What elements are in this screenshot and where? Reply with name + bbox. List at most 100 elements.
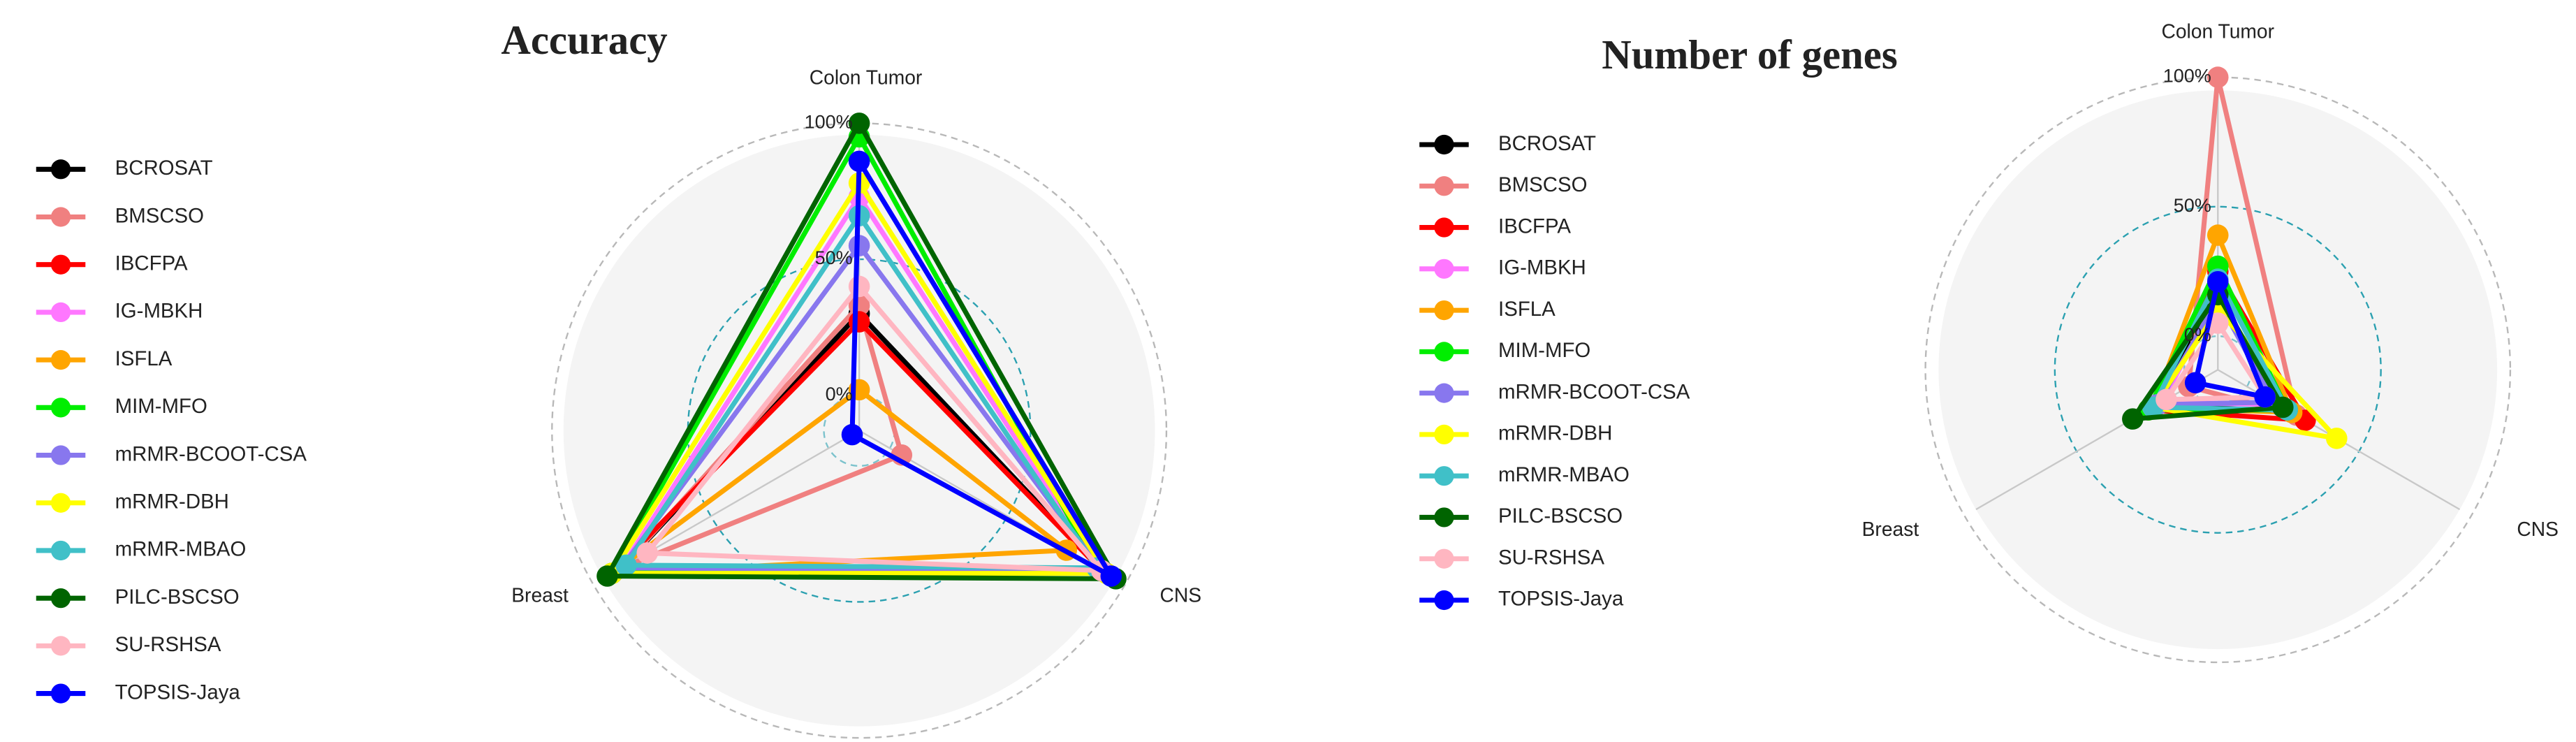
series-point — [615, 554, 637, 576]
legend-point — [50, 398, 71, 418]
legend-label: PILC-BSCSO — [1498, 504, 1623, 528]
legend-label: BMSCSO — [1498, 173, 1587, 196]
series-point — [2122, 408, 2144, 430]
legend-point — [50, 683, 71, 704]
legend-label: SU-RSHSA — [115, 633, 221, 656]
series-point — [2207, 66, 2229, 88]
category-label: CNS — [1160, 583, 1202, 606]
legend-label: ISFLA — [1498, 298, 1556, 321]
series: SU-RSHSA — [36, 275, 1113, 656]
legend-label: TOPSIS-Jaya — [115, 681, 241, 704]
legend-point — [1434, 342, 1454, 362]
category-label: Colon Tumor — [2161, 20, 2274, 43]
legend-point — [1434, 134, 1454, 155]
legend-point — [1434, 424, 1454, 445]
legend-label: IBCFPA — [115, 252, 188, 275]
category-label: Breast — [511, 583, 569, 606]
legend-point — [50, 445, 71, 465]
legend-point — [1434, 383, 1454, 403]
legend-point — [1434, 176, 1454, 196]
series-point — [597, 565, 618, 587]
r-tick-label: 100% — [805, 112, 853, 133]
r-tick-label: 50% — [2174, 195, 2211, 216]
legend-point — [50, 254, 71, 275]
series-line — [623, 213, 1100, 571]
axis-line — [1975, 369, 2218, 511]
series-point — [2207, 224, 2229, 246]
series-point — [2272, 396, 2294, 419]
legend-label: mRMR-DBH — [1498, 422, 1612, 445]
legend-label: BCROSAT — [115, 157, 213, 180]
series-point — [848, 112, 870, 134]
series: TOPSIS-Jaya — [36, 150, 1122, 704]
series-point — [2156, 388, 2177, 411]
legend-point — [1434, 590, 1454, 611]
legend-point — [50, 302, 71, 323]
legend-point — [50, 159, 71, 180]
legend-point — [50, 207, 71, 227]
chart-title: Accuracy — [501, 17, 667, 63]
series: mRMR-BCOOT-CSA — [36, 235, 1113, 582]
category-label: CNS — [2517, 518, 2559, 540]
legend-point — [1434, 300, 1454, 321]
series-point — [1100, 565, 1122, 587]
legend-label: BCROSAT — [1498, 132, 1596, 155]
series-line — [604, 120, 1119, 581]
series-line — [645, 284, 1104, 574]
legend-point — [50, 493, 71, 513]
legend-point — [1434, 548, 1454, 569]
series-line — [2193, 279, 2268, 400]
series-line — [2150, 307, 2339, 441]
legend-label: mRMR-DBH — [115, 490, 229, 514]
legend-label: mRMR-MBAO — [1498, 463, 1630, 486]
series-point — [2184, 372, 2207, 394]
legend-point — [50, 540, 71, 561]
legend-point — [50, 350, 71, 370]
legend-point — [1434, 466, 1454, 486]
legend-label: IG-MBKH — [1498, 256, 1586, 279]
series-point — [848, 311, 870, 333]
series: PILC-BSCSO — [36, 112, 1127, 609]
legend-label: IBCFPA — [1498, 214, 1571, 238]
legend-label: IG-MBKH — [115, 300, 203, 323]
legend-label: mRMR-BCOOT-CSA — [1498, 380, 1690, 403]
r-tick-label: 50% — [815, 247, 853, 268]
chart-title: Number of genes — [1602, 32, 1898, 78]
legend-label: TOPSIS-Jaya — [1498, 588, 1624, 611]
series-point — [848, 275, 870, 298]
series-line — [2130, 292, 2285, 422]
legend-point — [50, 636, 71, 656]
legend-point — [1434, 259, 1454, 279]
legend-label: mRMR-BCOOT-CSA — [115, 442, 307, 465]
series-point — [2326, 428, 2348, 449]
grid-circle — [1924, 76, 2512, 664]
legend-point — [1434, 217, 1454, 238]
legend-label: mRMR-MBAO — [115, 538, 247, 561]
series-line — [609, 180, 1109, 576]
category-label: Breast — [1862, 518, 1919, 540]
category-label: Colon Tumor — [810, 66, 923, 88]
series-point — [848, 150, 870, 173]
r-tick-label: 0% — [826, 384, 853, 405]
series-line — [619, 243, 1104, 574]
series-line — [849, 159, 1114, 579]
series-point — [636, 542, 659, 564]
series-point — [2254, 386, 2276, 408]
grid-circle — [551, 122, 1168, 739]
legend-label: BMSCSO — [115, 204, 204, 227]
grid-circle — [2054, 205, 2382, 534]
series-point — [841, 423, 863, 446]
r-tick-label: 0% — [2184, 324, 2211, 345]
series-point — [2207, 270, 2229, 293]
legend-label: MIM-MFO — [1498, 339, 1590, 362]
legend-label: ISFLA — [115, 347, 173, 370]
legend-label: SU-RSHSA — [1498, 546, 1604, 569]
series: TOPSIS-Jaya — [1419, 270, 2276, 611]
series-point — [2207, 312, 2229, 334]
legend-label: PILC-BSCSO — [115, 585, 240, 609]
series-line — [2163, 321, 2268, 402]
legend-label: MIM-MFO — [115, 395, 207, 418]
r-tick-label: 100% — [2163, 66, 2211, 87]
legend-point — [50, 588, 71, 609]
